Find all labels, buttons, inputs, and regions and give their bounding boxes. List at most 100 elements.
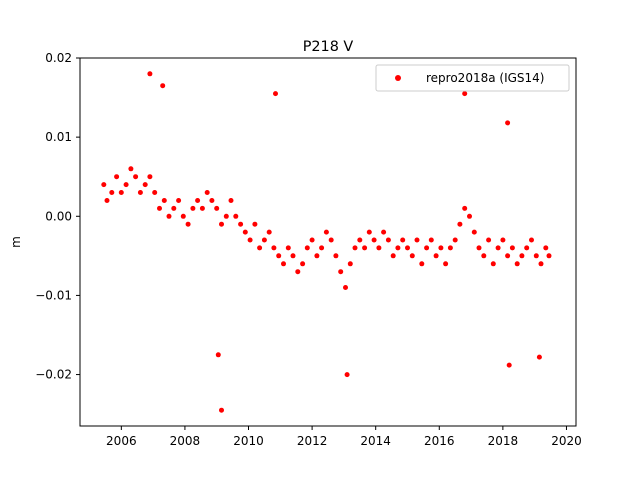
data-point <box>371 237 377 243</box>
data-point <box>538 261 544 267</box>
x-axis: 2006 2008 2010 2012 2014 2016 2018 2020 <box>106 426 582 448</box>
data-point <box>238 221 244 227</box>
data-point <box>524 245 530 251</box>
data-point <box>314 253 320 259</box>
data-point <box>344 372 350 378</box>
data-point <box>328 237 334 243</box>
data-point <box>300 261 306 267</box>
data-point <box>433 253 439 259</box>
data-point <box>495 245 501 251</box>
legend-marker <box>395 75 401 81</box>
data-point <box>128 166 134 172</box>
data-point <box>395 245 401 251</box>
x-tick-label: 2008 <box>170 434 201 448</box>
data-point <box>176 198 182 203</box>
data-point <box>160 83 166 89</box>
x-tick-label: 2014 <box>360 434 391 448</box>
data-point <box>385 237 391 243</box>
data-point <box>405 245 410 251</box>
data-point <box>281 261 286 267</box>
y-tick-label: 0.00 <box>45 209 72 223</box>
data-point <box>185 221 191 227</box>
plot-frame <box>79 57 577 427</box>
x-tick-label: 2006 <box>106 434 137 448</box>
data-point <box>219 407 224 413</box>
data-point <box>362 245 368 251</box>
data-point <box>171 205 177 211</box>
x-tick-label: 2010 <box>233 434 264 448</box>
scatter-points <box>101 71 552 413</box>
data-point <box>142 182 148 188</box>
data-point <box>290 253 296 259</box>
data-point <box>123 182 129 188</box>
data-point <box>486 237 492 243</box>
data-point <box>199 205 205 211</box>
data-point <box>266 229 272 235</box>
x-tick-label: 2018 <box>488 434 519 448</box>
data-point <box>137 190 143 195</box>
legend-label: repro2018a (IGS14) <box>426 71 544 85</box>
y-tick-label: −0.01 <box>35 288 72 302</box>
data-point <box>133 174 139 180</box>
data-point <box>233 213 239 219</box>
data-point <box>452 237 458 243</box>
data-point <box>505 120 511 126</box>
data-point <box>529 237 534 243</box>
data-point <box>533 253 539 259</box>
data-point <box>481 253 487 259</box>
x-tick-label: 2020 <box>551 434 582 448</box>
data-point <box>219 221 224 227</box>
data-point <box>457 221 463 227</box>
data-point <box>180 213 186 219</box>
data-point <box>247 237 253 243</box>
data-point <box>257 245 263 251</box>
data-point <box>467 213 472 219</box>
data-point <box>109 190 115 195</box>
data-point <box>204 190 210 195</box>
data-point <box>347 261 353 267</box>
data-point <box>390 253 396 259</box>
data-point <box>152 190 158 195</box>
y-tick-label: 0.01 <box>45 130 72 144</box>
data-point <box>323 229 329 235</box>
data-point <box>506 362 512 368</box>
data-point <box>242 229 248 235</box>
data-point <box>414 237 420 243</box>
x-tick-label: 2012 <box>297 434 328 448</box>
data-point <box>215 352 221 358</box>
data-point <box>147 71 153 77</box>
data-point <box>261 237 267 243</box>
data-point <box>509 245 515 251</box>
y-axis: 0.02 0.01 0.00 −0.01 −0.02 <box>35 51 80 382</box>
data-point <box>209 198 215 203</box>
data-point <box>276 253 282 259</box>
data-point <box>352 245 358 251</box>
data-point <box>536 354 542 360</box>
data-point <box>223 213 229 219</box>
data-point <box>490 261 496 267</box>
data-point <box>285 245 291 251</box>
x-tick-label: 2016 <box>424 434 455 448</box>
data-point <box>428 237 434 243</box>
data-point <box>157 205 162 211</box>
data-point <box>295 269 301 275</box>
data-point <box>546 253 552 259</box>
data-point <box>147 174 153 180</box>
data-point <box>500 237 506 243</box>
data-point <box>443 261 449 267</box>
data-point <box>101 182 107 188</box>
data-point <box>381 229 387 235</box>
y-axis-label: m <box>9 236 23 248</box>
data-point <box>376 245 382 251</box>
data-point <box>419 261 425 267</box>
data-point <box>104 198 110 203</box>
data-point <box>409 253 415 259</box>
data-point <box>462 91 468 97</box>
data-point <box>338 269 344 275</box>
data-point <box>273 91 278 97</box>
data-point <box>366 229 372 235</box>
data-point <box>514 261 520 267</box>
data-point <box>252 221 258 227</box>
data-point <box>309 237 315 243</box>
